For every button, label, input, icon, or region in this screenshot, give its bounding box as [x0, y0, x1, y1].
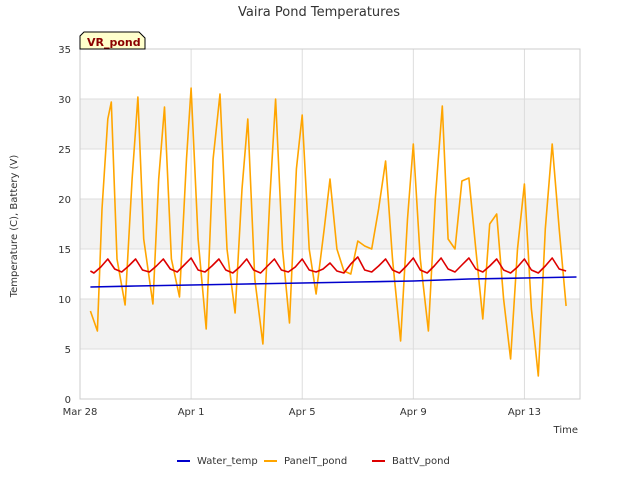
x-tick-label: Mar 28 [63, 407, 98, 418]
x-tick-label: Apr 9 [400, 407, 427, 418]
legend-label: PanelT_pond [284, 456, 347, 467]
x-axis-label: Time [553, 425, 578, 436]
plot-frame [79, 48, 581, 400]
series-line-water-temp [90, 276, 577, 288]
y-axis-label: Temperature (C), Battery (V) [9, 155, 20, 299]
x-tick-label: Apr 5 [289, 407, 316, 418]
site-badge: VR_pond [79, 31, 146, 50]
series-lines [89, 87, 577, 377]
y-axis-ticks: 0 5 10 15 20 25 30 35 [58, 45, 71, 406]
chart-title: Vaira Pond Temperatures [238, 5, 400, 20]
x-axis-ticks: Mar 28 Apr 1 Apr 5 Apr 9 Apr 13 [63, 407, 541, 418]
series-line-battv-pond [90, 256, 567, 274]
y-tick-label: 0 [65, 395, 71, 406]
plot-band [80, 99, 580, 149]
y-tick-label: 25 [58, 145, 71, 156]
x-tick-label: Apr 1 [178, 407, 205, 418]
y-tick-label: 35 [58, 45, 71, 56]
y-tick-label: 20 [58, 195, 71, 206]
legend: Water_temp PanelT_pond BattV_pond [177, 456, 450, 467]
legend-label: Water_temp [197, 456, 258, 467]
site-badge-box [79, 31, 146, 50]
plot-band [80, 299, 580, 349]
y-tick-label: 5 [65, 345, 71, 356]
plot-bands [80, 99, 580, 349]
site-badge-label: VR_pond [87, 36, 141, 49]
y-tick-label: 10 [58, 295, 71, 306]
legend-label: BattV_pond [392, 456, 450, 467]
plot-band [80, 199, 580, 249]
series-line-panelt-pond [89, 87, 567, 377]
x-tick-label: Apr 13 [508, 407, 541, 418]
y-tick-label: 15 [58, 245, 71, 256]
y-tick-label: 30 [58, 95, 71, 106]
